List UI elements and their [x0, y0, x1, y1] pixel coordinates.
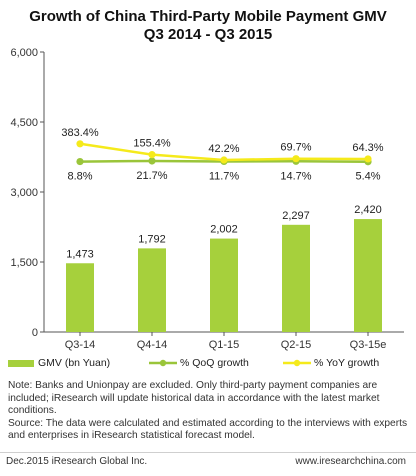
qoq-growth-value-label: 11.7% — [209, 170, 240, 182]
x-tick-label: Q3-15e — [350, 339, 387, 351]
yoy-growth-value-label: 155.4% — [133, 138, 171, 150]
qoq-growth-point — [148, 157, 156, 165]
x-tick-label: Q2-15 — [281, 339, 312, 351]
x-tick-label: Q3-14 — [65, 339, 96, 351]
bar-gmv — [354, 219, 382, 332]
bar-gmv — [210, 238, 238, 332]
chart-subtitle: Q3 2014 - Q3 2015 — [143, 26, 273, 43]
x-tick-label: Q4-14 — [137, 339, 168, 351]
y-tick-label: 0 — [32, 327, 38, 339]
yoy-growth-point — [148, 151, 156, 159]
yoy-growth-value-label: 69.7% — [280, 142, 311, 154]
legend-item-yoy: % YoY growth — [282, 357, 379, 369]
legend-label-gmv: GMV (bn Yuan) — [38, 357, 111, 369]
chart-title: Growth of China Third-Party Mobile Payme… — [29, 8, 387, 25]
footer-copyright: Dec.2015 iResearch Global Inc. — [6, 456, 148, 467]
legend-label-qoq: % QoQ growth — [180, 357, 249, 369]
yoy-growth-value-label: 383.4% — [61, 127, 99, 139]
bar-gmv — [138, 248, 166, 332]
footer-website: www.iresearchchina.com — [295, 456, 406, 467]
bar-gmv — [282, 224, 310, 332]
note-exclusions: Note: Banks and Unionpay are excluded. O… — [8, 380, 380, 416]
chart-legend: GMV (bn Yuan) % QoQ growth % YoY growth — [0, 357, 416, 373]
yoy-growth-point — [220, 156, 228, 164]
y-tick-label: 4,500 — [10, 117, 38, 129]
yoy-growth-point — [364, 155, 372, 163]
legend-swatch-yoy — [283, 360, 311, 367]
note-source: Source: The data were calculated and est… — [8, 417, 408, 442]
qoq-growth-value-label: 8.8% — [67, 171, 92, 183]
bar-value-label: 2,297 — [282, 210, 310, 222]
qoq-growth-value-label: 5.4% — [355, 171, 380, 183]
bar-value-label: 1,473 — [66, 248, 94, 260]
legend-swatch-gmv — [8, 359, 34, 367]
yoy-growth-point — [76, 140, 84, 148]
note-text: Note: Banks and Unionpay are excluded. O… — [8, 380, 410, 443]
bar-gmv — [66, 263, 94, 332]
legend-item-qoq: % QoQ growth — [148, 357, 249, 369]
y-tick-label: 3,000 — [10, 187, 38, 199]
bar-value-label: 1,792 — [138, 233, 166, 245]
yoy-growth-value-label: 42.2% — [208, 143, 239, 155]
yoy-growth-value-label: 64.3% — [352, 142, 383, 154]
legend-label-yoy: % YoY growth — [314, 357, 380, 369]
legend-swatch-qoq — [149, 360, 177, 367]
x-tick-label: Q1-15 — [209, 339, 240, 351]
bar-value-label: 2,420 — [354, 204, 382, 216]
footer-divider — [0, 452, 416, 453]
chart-plot: 6,000 4,500 3,000 1,500 0 1,473 Q3-14 1,792 Q4-1… — [10, 47, 404, 351]
legend-item-gmv: GMV (bn Yuan) — [8, 357, 110, 369]
bar-value-label: 2,002 — [210, 224, 238, 236]
qoq-growth-point — [76, 157, 84, 166]
y-tick-label: 1,500 — [10, 257, 38, 269]
qoq-growth-value-label: 14.7% — [280, 170, 311, 182]
qoq-growth-value-label: 21.7% — [136, 170, 167, 182]
y-tick-label: 6,000 — [10, 47, 38, 59]
yoy-growth-point — [292, 155, 300, 163]
